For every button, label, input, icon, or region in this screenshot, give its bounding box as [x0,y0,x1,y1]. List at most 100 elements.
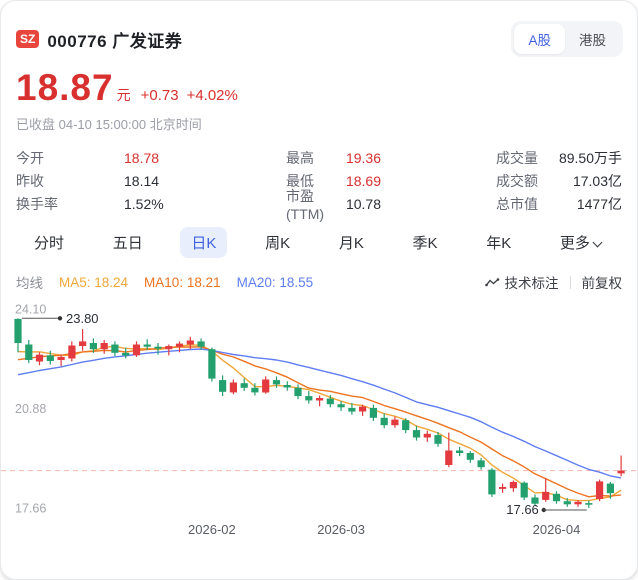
candle-body [175,343,184,347]
candle-body [606,483,614,494]
candle-body [100,343,108,350]
candle-body [412,430,421,438]
market-tab-hk[interactable]: 港股 [565,24,620,54]
high-annotation-dot [57,316,63,321]
ma-legend-row: 均线 MA5: 18.24 MA10: 18.21 MA20: 18.55 技术… [1,258,637,292]
stock-name: 广发证券 [112,31,183,51]
candle-body [240,383,248,388]
stat-low: 最低 18.69 [286,172,381,189]
candle-body [488,469,496,495]
candle-body [57,356,65,360]
y-axis-label: 24.10 [15,303,46,317]
stat-volume: 成交量 89.50万手 [496,149,622,166]
y-axis-label: 17.66 [15,502,46,516]
candle-body [35,354,44,362]
stat-prev-close: 昨收 18.14 [16,172,160,189]
tab-monthly-k[interactable]: 月K [328,227,375,258]
candle-body [585,503,593,505]
trend-annotation-icon [484,277,499,286]
x-axis-label: 2026-02 [188,522,236,537]
candle-body [574,501,582,505]
ma5-legend: MA5: 18.24 [59,274,129,290]
candle-body [542,491,550,500]
market-status: 已收盘 04-10 15:00:00 北京时间 [16,117,202,132]
candle-body [391,419,399,426]
stock-title: 000776 广发证券 [47,27,182,52]
tab-more[interactable]: 更多 [549,227,613,258]
stats-column-1: 今开 18.78 昨收 18.14 换手率 1.52% [16,146,261,215]
ma-line-MA5 [17,344,622,502]
tab-daily-k[interactable]: 日K [180,227,228,258]
price-change: +0.73 [140,87,179,104]
x-axis-label: 2026-03 [317,522,365,537]
candle-body [380,417,388,426]
price-unit: 元 [116,87,131,103]
current-price: 18.87 [16,67,114,108]
price-change-percent: +4.02% [186,87,238,104]
candle-body [499,487,507,489]
candle-body [294,387,302,397]
candle-body [46,355,54,361]
candle-body [359,406,367,412]
candle-body [79,341,87,346]
quote-stats: 今开 18.78 昨收 18.14 换手率 1.52% 最高 19.36 最低 … [1,133,637,222]
exchange-badge: SZ [16,30,40,48]
x-axis-label: 2026-04 [533,522,581,537]
market-toggle: A股 港股 [511,21,623,57]
candle-body [477,460,485,468]
forward-adjust-button[interactable]: 前复权 [582,272,623,292]
candle-body [423,433,431,438]
high-annotation-label: 23.80 [66,311,99,326]
tab-five-day[interactable]: 五日 [102,227,154,258]
stat-open: 今开 18.78 [16,149,160,166]
candle-body [154,346,162,349]
market-tab-a-share[interactable]: A股 [514,24,565,54]
ma20-legend: MA20: 18.55 [236,274,314,290]
candle-body [111,344,119,353]
candlestick-chart[interactable]: 24.10 20.88 17.66 23.80 17.66 2026-02 2026-03 2… [1,297,638,547]
candle-body [445,450,453,465]
tab-weekly-k[interactable]: 周K [254,227,301,258]
price-row: 18.87 元 +0.73 +4.02% [1,57,637,109]
candle-body [596,481,604,499]
candle-body [369,407,377,418]
tab-minute[interactable]: 分时 [23,227,75,258]
candle-body [165,346,173,350]
candle-body [520,482,528,498]
stock-code: 000776 [47,31,108,51]
technical-annotation-button[interactable]: 技术标注 [484,272,559,292]
candle-body [251,387,259,393]
candle-body [272,380,281,385]
ma-legend-title: 均线 [16,276,43,291]
candle-body [122,352,130,356]
stats-column-3: 成交量 89.50万手 成交额 17.03亿 总市值 1477亿 [456,146,622,215]
ma-line-MA10 [17,346,622,498]
candle-body [348,407,356,412]
stat-high: 最高 19.36 [286,149,381,166]
candle-body [326,398,334,405]
candle-body [25,344,33,360]
candle-body [219,380,227,392]
candle-body [617,470,625,474]
ma-line-MA20 [17,348,622,479]
candle-body [197,341,205,347]
low-annotation-label: 17.66 [506,502,539,517]
y-axis-label: 20.88 [15,402,46,416]
stat-turnover-rate: 换手率 1.52% [16,195,164,212]
candle-body [337,404,345,408]
stat-amount: 成交额 17.03亿 [496,172,622,189]
candle-body [68,345,76,359]
candle-body [262,379,270,393]
stats-column-2: 最高 19.36 最低 18.69 市盈(TTM) 10.78 [261,146,456,222]
tools-divider [569,275,571,289]
candle-body [229,382,237,393]
candle-body [143,344,151,347]
tab-quarterly-k[interactable]: 季K [402,227,449,258]
stat-market-cap: 总市值 1477亿 [496,195,622,212]
candle-body [509,482,517,489]
candle-body [305,396,313,401]
candle-body [316,398,324,401]
candle-body [552,493,561,502]
tab-yearly-k[interactable]: 年K [475,227,522,258]
